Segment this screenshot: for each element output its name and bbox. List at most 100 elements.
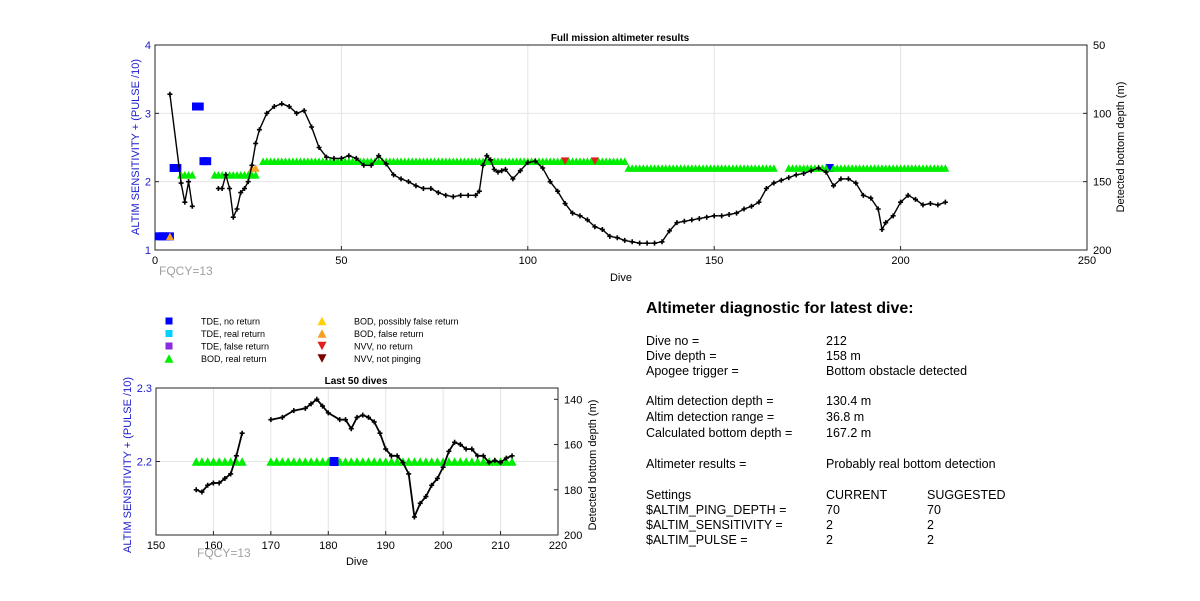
main-depth-point (778, 177, 784, 183)
main-depth-point (450, 194, 456, 200)
small-depth-point (486, 460, 492, 466)
main-depth-point (711, 213, 717, 219)
main-bod-real-return-marker (941, 164, 950, 172)
small-depth-point (210, 480, 216, 486)
main-depth-point (883, 220, 889, 226)
main-depth-point (238, 190, 244, 196)
dive-no-label: Dive no = (646, 334, 700, 348)
sensitivity-label: $ALTIM_SENSITIVITY = (646, 518, 783, 532)
main-depth-point (249, 162, 255, 168)
small-chart: Last 50 dives 150 160 170 180 190 200 210 220 2… (122, 376, 599, 568)
small-bod-real-return-marker (214, 457, 224, 466)
small-bod-real-return-marker (478, 457, 488, 466)
legend-item: TDE, real return (165, 329, 265, 339)
main-x-tick-label: 150 (705, 255, 723, 267)
small-depth-point (228, 471, 234, 477)
main-bod-real-return-marker (587, 157, 596, 165)
small-bod-real-return-marker (381, 457, 391, 466)
main-nvv-no-return-marker (561, 157, 570, 165)
main-depth-point (666, 228, 672, 234)
small-depth-point (239, 430, 245, 436)
small-x-tick-label: 150 (147, 540, 165, 552)
main-chart: Full mission altimeter results 0 50 100 150… (130, 33, 1127, 284)
small-bod-real-return-marker (363, 457, 373, 466)
main-depth-point (245, 179, 251, 185)
small-bod-real-return-marker (421, 457, 431, 466)
small-bod-real-return-marker (432, 457, 442, 466)
main-nvv-no-return-marker (590, 157, 599, 165)
small-depth-point (457, 442, 463, 448)
results-value: Probably real bottom detection (826, 457, 996, 471)
small-depth-point (279, 414, 285, 420)
main-depth-point (376, 153, 382, 159)
ping-depth-current: 70 (826, 503, 840, 517)
small-bod-real-return-marker (277, 457, 287, 466)
small-bod-real-return-marker (386, 457, 396, 466)
small-depth-point (475, 453, 481, 459)
legend-item: NVV, not pinging (317, 354, 421, 364)
small-chart-right-ticks: 140 160 180 200 (554, 394, 582, 542)
main-left-tick-label: 1 (145, 245, 151, 257)
main-depth-point (338, 155, 344, 161)
small-bod-real-return-marker (341, 457, 351, 466)
small-depth-point (199, 489, 205, 495)
small-bod-real-return-marker (266, 457, 276, 466)
sensitivity-suggested: 2 (927, 518, 934, 532)
main-depth-point (476, 188, 482, 194)
legend-marker-triangle-down (317, 341, 327, 351)
main-depth-point (495, 169, 501, 175)
legend-item: NVV, no return (317, 341, 413, 352)
small-x-tick-label: 220 (549, 540, 567, 552)
small-depth-point (469, 446, 475, 452)
small-right-tick-label: 200 (564, 530, 582, 542)
main-depth-point (927, 201, 933, 207)
main-depth-point (875, 206, 881, 212)
small-x-tick-label: 200 (434, 540, 452, 552)
main-depth-point (793, 172, 799, 178)
sensitivity-current: 2 (826, 518, 833, 532)
legend-label: BOD, false return (354, 329, 424, 339)
small-bod-real-return-marker (369, 457, 379, 466)
calculated-depth-label: Calculated bottom depth = (646, 426, 793, 440)
legend-item: BOD, false return (317, 329, 424, 339)
legend-marker-triangle-up (164, 354, 174, 363)
small-depth-point (377, 430, 383, 436)
main-depth-point (510, 176, 516, 182)
main-depth-point (898, 199, 904, 205)
small-bod-real-return-marker (358, 457, 368, 466)
main-tde-no-return-marker (203, 157, 212, 166)
main-bod-real-return-marker (769, 164, 778, 172)
main-bod-real-return-marker (557, 157, 566, 165)
small-depth-line (195, 398, 513, 521)
detection-depth-value: 130.4 m (826, 394, 872, 408)
main-depth-point (629, 239, 635, 245)
main-bod-real-return-marker (620, 157, 629, 165)
detection-range-label: Altim detection range = (646, 410, 775, 424)
main-depth-point (868, 195, 874, 201)
small-depth-point (268, 417, 274, 423)
main-depth-point (294, 110, 300, 116)
small-x-tick-label: 170 (262, 540, 280, 552)
small-depth-point (320, 403, 326, 409)
main-bod-real-return-marker (822, 164, 831, 172)
main-depth-point (674, 220, 680, 226)
small-bod-real-return-marker (300, 457, 310, 466)
main-depth-point (584, 217, 590, 223)
legend-marker-square (165, 342, 173, 350)
main-depth-point (890, 213, 896, 219)
main-depth-point (801, 170, 807, 176)
suggested-header: SUGGESTED (927, 488, 1006, 502)
main-depth-point (696, 216, 702, 222)
small-depth-point (302, 405, 308, 411)
main-tde-no-return-marker (195, 102, 204, 111)
main-depth-point (547, 179, 553, 185)
small-depth-point (222, 475, 228, 481)
pulse-current: 2 (826, 533, 833, 547)
legend-label: TDE, no return (201, 317, 260, 327)
legend: TDE, no return TDE, real return TDE, false… (164, 317, 459, 364)
main-depth-point (286, 104, 292, 109)
small-right-tick-label: 180 (564, 485, 582, 497)
main-depth-point (346, 153, 352, 159)
main-bod-false-return-marker (165, 232, 174, 241)
small-depth-point (233, 453, 239, 459)
